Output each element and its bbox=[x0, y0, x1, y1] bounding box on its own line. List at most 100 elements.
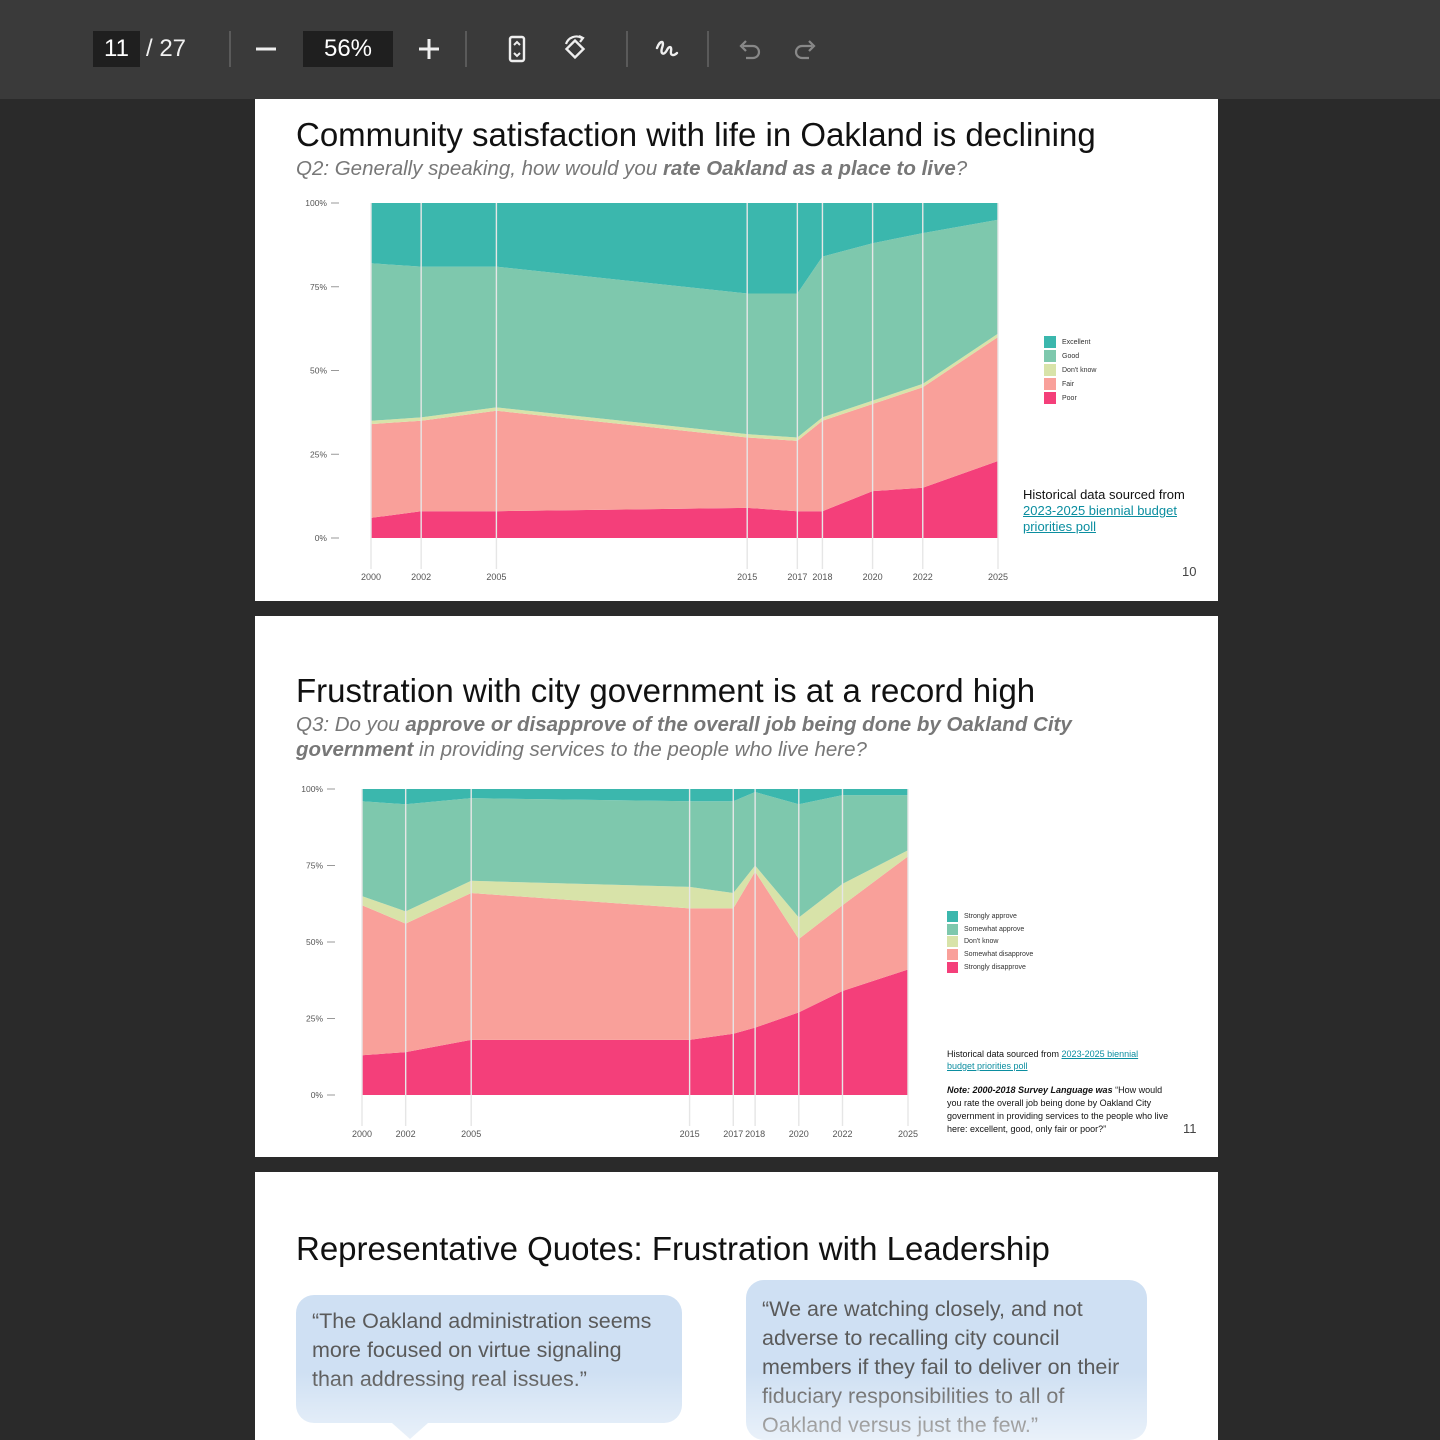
toolbar-divider bbox=[229, 31, 231, 67]
legend-item: Strongly approve bbox=[947, 910, 1033, 923]
question-text: Q2: Generally speaking, how would you bbox=[296, 157, 663, 180]
area-series-1 bbox=[371, 337, 998, 518]
toolbar-divider bbox=[626, 31, 628, 67]
redo-icon bbox=[794, 40, 816, 60]
fit-page-button[interactable] bbox=[498, 30, 536, 68]
undo-button[interactable] bbox=[730, 30, 768, 68]
y-tick-label: 0% bbox=[311, 1090, 324, 1100]
legend-item: Poor bbox=[1044, 391, 1096, 405]
x-tick-label: 2020 bbox=[863, 572, 883, 582]
page-number-input[interactable]: 11 bbox=[93, 31, 140, 67]
legend-item: Don't know bbox=[1044, 363, 1096, 377]
legend-swatch bbox=[947, 936, 958, 948]
legend-label: Don't know bbox=[1062, 366, 1097, 374]
slide-question: Q3: Do you approve or disapprove of the … bbox=[296, 712, 1156, 762]
slide-page-10: Community satisfaction with life in Oakl… bbox=[255, 99, 1218, 601]
data-source-note: Historical data sourced from 2023-2025 b… bbox=[1023, 487, 1203, 535]
legend-item: Fair bbox=[1044, 377, 1096, 391]
y-tick-label: 25% bbox=[310, 449, 327, 459]
area-series-1 bbox=[362, 856, 908, 1056]
legend-swatch bbox=[947, 910, 958, 922]
area-series-3 bbox=[371, 219, 998, 438]
legend-label: Fair bbox=[1062, 380, 1075, 388]
y-tick-label: 75% bbox=[306, 861, 323, 871]
area-series-4 bbox=[362, 789, 908, 805]
y-tick-label: 100% bbox=[305, 198, 327, 208]
legend-label: Don't know bbox=[964, 938, 999, 946]
legend-swatch bbox=[1044, 378, 1056, 390]
source-text: Historical data sourced from bbox=[947, 1049, 1062, 1059]
legend-label: Poor bbox=[1062, 394, 1077, 402]
y-tick-label: 25% bbox=[306, 1014, 323, 1024]
area-series-3 bbox=[362, 792, 908, 918]
legend-item: Don't know bbox=[947, 935, 1033, 948]
x-tick-label: 2018 bbox=[812, 572, 832, 582]
legend-swatch bbox=[1044, 336, 1056, 348]
rotate-button[interactable] bbox=[556, 30, 594, 68]
fit-page-icon bbox=[508, 35, 526, 63]
x-tick-label: 2025 bbox=[988, 572, 1008, 582]
y-tick-label: 0% bbox=[315, 533, 328, 543]
slide-page-11: Frustration with city government is at a… bbox=[255, 616, 1218, 1157]
undo-icon bbox=[739, 40, 761, 60]
zoom-out-icon bbox=[256, 47, 276, 51]
y-tick-label: 100% bbox=[301, 784, 323, 794]
note-label: Note: 2000-2018 Survey Language was bbox=[947, 1085, 1113, 1095]
zoom-in-icon bbox=[419, 39, 439, 59]
slide-title: Frustration with city government is at a… bbox=[296, 672, 1036, 709]
legend-label: Excellent bbox=[1062, 338, 1091, 346]
satisfaction-area-chart: 0% 25% 50% 75% 100% 2000 2002 2005 2015 2017 2018 2… bbox=[305, 198, 1008, 582]
x-tick-label: 2005 bbox=[461, 1129, 481, 1139]
legend-label: Good bbox=[1062, 352, 1080, 360]
slide-page-12: Representative Quotes: Frustration with … bbox=[255, 1172, 1218, 1440]
data-source-note: Historical data sourced from 2023-2025 b… bbox=[947, 1048, 1162, 1072]
legend-swatch bbox=[1044, 364, 1056, 376]
survey-language-note: Note: 2000-2018 Survey Language was “How… bbox=[947, 1084, 1177, 1136]
toolbar-divider bbox=[465, 31, 467, 67]
legend-swatch bbox=[947, 961, 958, 973]
draw-button[interactable] bbox=[648, 30, 686, 68]
slide-question: Q2: Generally speaking, how would you ra… bbox=[296, 156, 1156, 181]
legend-item: Somewhat disapprove bbox=[947, 948, 1033, 961]
x-tick-label: 2018 bbox=[745, 1129, 765, 1139]
x-tick-label: 2005 bbox=[486, 572, 506, 582]
slide-title: Representative Quotes: Frustration with … bbox=[296, 1230, 1050, 1267]
question-emphasis: approve or disapprove of the overall job… bbox=[296, 713, 1072, 761]
legend-item: Good bbox=[1044, 349, 1096, 363]
redo-button[interactable] bbox=[787, 30, 825, 68]
pdf-toolbar: 11 / 27 56% bbox=[0, 0, 1440, 99]
question-text: Q3: Do you bbox=[296, 713, 406, 736]
page-total: / 27 bbox=[146, 35, 187, 62]
source-link[interactable]: 2023-2025 biennial budget priorities pol… bbox=[1023, 503, 1177, 534]
legend-label: Strongly disapprove bbox=[964, 963, 1026, 971]
area-series-2 bbox=[362, 850, 908, 939]
approval-area-chart: 0% 25% 50% 75% 100% 2000 2002 2005 2015 2017 2018 2… bbox=[301, 784, 918, 1139]
area-series-0 bbox=[371, 460, 998, 538]
x-tick-label: 2002 bbox=[411, 572, 431, 582]
legend-swatch bbox=[1044, 350, 1056, 362]
zoom-in-button[interactable] bbox=[410, 30, 448, 68]
rotate-icon bbox=[564, 35, 586, 60]
x-tick-label: 2022 bbox=[913, 572, 933, 582]
area-series-0 bbox=[362, 969, 908, 1095]
x-tick-label: 2015 bbox=[680, 1129, 700, 1139]
draw-icon bbox=[655, 40, 679, 57]
legend-swatch bbox=[947, 948, 958, 960]
x-tick-label: 2002 bbox=[396, 1129, 416, 1139]
slide-page-number: 11 bbox=[1183, 1121, 1197, 1136]
x-tick-label: 2015 bbox=[737, 572, 757, 582]
source-link[interactable]: 2023-2025 biennial budget priorities pol… bbox=[947, 1049, 1139, 1071]
legend-label: Strongly approve bbox=[964, 912, 1017, 920]
x-tick-label: 2022 bbox=[832, 1129, 852, 1139]
area-series-4 bbox=[371, 203, 998, 294]
legend-item: Somewhat approve bbox=[947, 923, 1033, 936]
note-text: “How would you rate the overall job bein… bbox=[947, 1085, 1169, 1134]
chart-legend: Strongly approve Somewhat approve Don't kn… bbox=[947, 910, 1033, 973]
x-tick-label: 2000 bbox=[361, 572, 381, 582]
zoom-out-button[interactable] bbox=[247, 30, 285, 68]
slide-page-number: 10 bbox=[1182, 564, 1197, 579]
x-tick-label: 2025 bbox=[898, 1129, 918, 1139]
zoom-level[interactable]: 56% bbox=[303, 31, 393, 67]
page-fade bbox=[255, 1372, 1218, 1440]
legend-swatch bbox=[1044, 392, 1056, 404]
